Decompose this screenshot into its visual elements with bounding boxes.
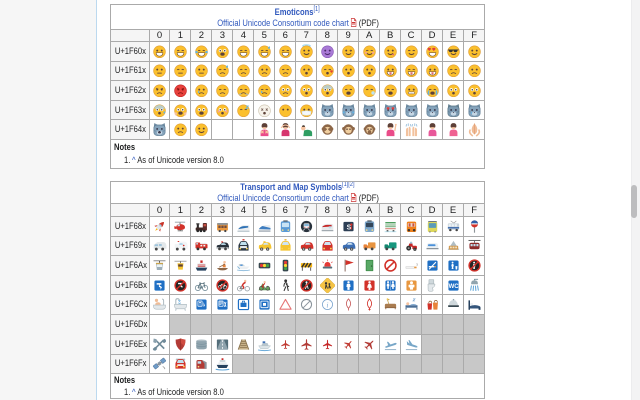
svg-text:i: i	[326, 300, 328, 309]
svg-text:WC: WC	[448, 284, 459, 290]
svg-text:S: S	[346, 224, 351, 231]
